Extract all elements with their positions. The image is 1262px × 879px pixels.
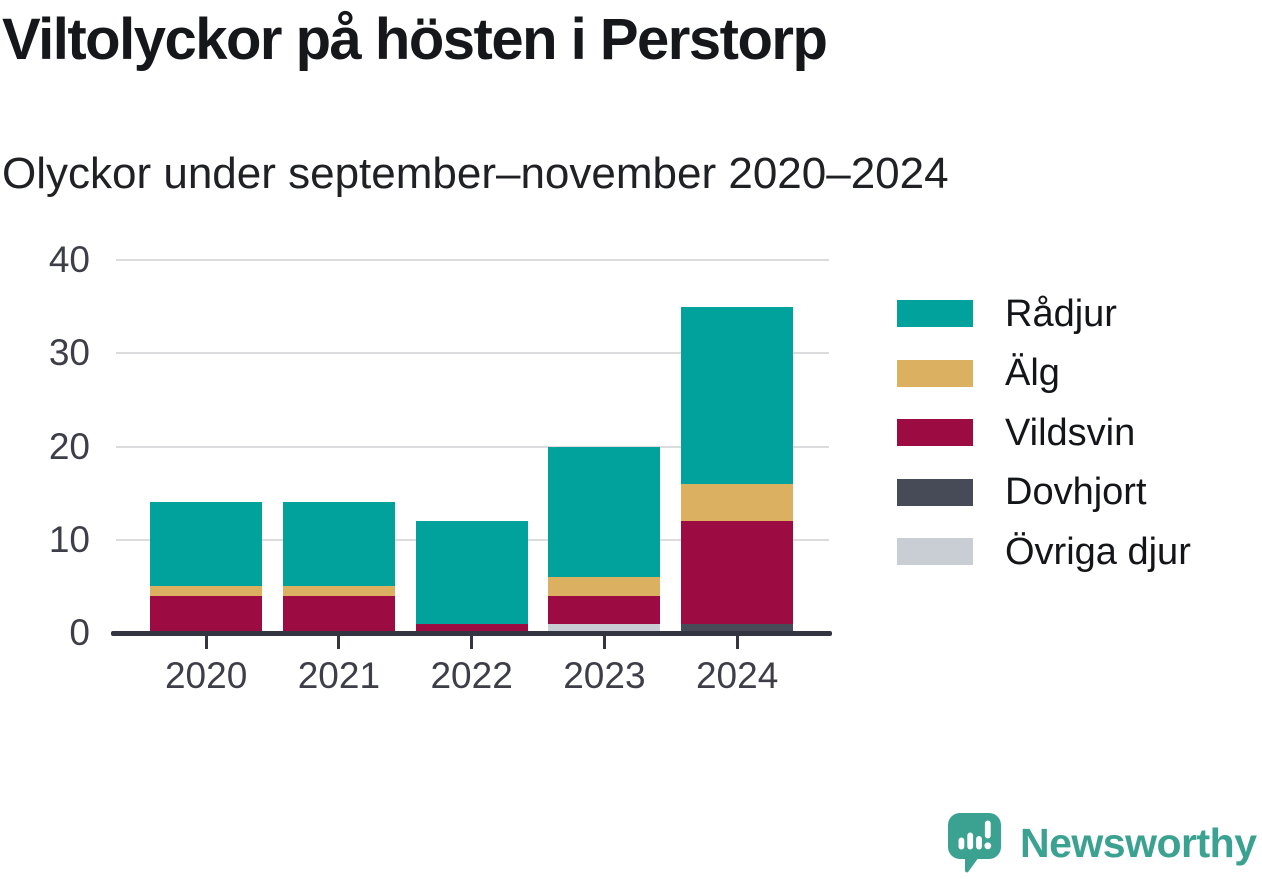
bar-2024-segment-Älg (681, 483, 793, 522)
bar-2020-segment-Vildsvin (150, 595, 262, 633)
x-tick-label-2024: 2024 (695, 655, 779, 696)
bar-2022 (415, 260, 528, 633)
bar-2020 (150, 260, 262, 633)
bar-2021-segment-Älg (282, 586, 395, 596)
x-tick-2022 (470, 636, 473, 649)
gridline-30 (116, 352, 829, 355)
y-tick-label-30: 30 (48, 332, 90, 374)
legend-item-Dovhjort: Dovhjort (897, 471, 1257, 513)
bar-2022-segment-Vildsvin (415, 623, 528, 633)
x-axis-line (111, 631, 832, 636)
bar-2023-segment-Älg (548, 577, 661, 596)
bar-2020-segment-Älg (150, 586, 262, 596)
legend-swatch-Rådjur (897, 300, 973, 327)
y-axis: 0 10 20 30 40 (0, 0, 90, 720)
x-tick-2020 (204, 636, 208, 649)
gridline-40 (116, 259, 829, 261)
plot-area (116, 259, 829, 633)
legend-item-Rådjur: Rådjur (897, 293, 1257, 335)
legend-label-Rådjur: Rådjur (1005, 292, 1117, 335)
legend-label-Älg: Älg (1005, 352, 1060, 394)
page-subtitle: Olyckor under september–november 2020–20… (2, 149, 949, 198)
gridline-20 (116, 445, 829, 448)
bar-2021-segment-Vildsvin (282, 595, 395, 633)
page-title: Viltolyckor på hösten i Perstorp (2, 7, 828, 72)
x-tick-2024 (735, 636, 739, 649)
y-tick-label-0: 0 (69, 612, 90, 653)
newsworthy-logo-icon (948, 813, 1001, 873)
y-tick-label-10: 10 (48, 518, 90, 560)
legend-label-Vildsvin: Vildsvin (1005, 411, 1136, 454)
bar-2023-segment-Vildsvin (548, 595, 661, 624)
legend-swatch-Dovhjort (897, 478, 973, 506)
legend: Rådjur Älg Vildsvin Dovhjort Övriga djur (897, 293, 1257, 610)
x-tick-2021 (337, 636, 341, 649)
legend-item-Vildsvin: Vildsvin (897, 412, 1257, 454)
y-tick-label-20: 20 (48, 425, 90, 467)
legend-item-Övriga djur: Övriga djur (897, 531, 1257, 573)
legend-label-Dovhjort: Dovhjort (1005, 471, 1147, 513)
bar-2023-segment-Rådjur (548, 446, 661, 578)
bar-2024-segment-Vildsvin (681, 521, 793, 624)
bar-2021-segment-Rådjur (282, 502, 395, 587)
bar-2024 (681, 260, 793, 633)
x-axis: 2020 2021 2022 2023 2024 (116, 636, 829, 706)
x-tick-label-2022: 2022 (430, 655, 513, 696)
y-tick-label-40: 40 (48, 239, 90, 280)
branding: Newsworthy (947, 811, 1257, 875)
legend-label-Övriga djur: Övriga djur (1005, 530, 1191, 573)
bar-2021 (282, 260, 395, 633)
bar-2023-segment-Övriga djur (548, 623, 661, 633)
bar-2020-segment-Rådjur (150, 502, 262, 587)
bar-2023 (548, 260, 661, 633)
legend-swatch-Vildsvin (897, 419, 973, 446)
bar-2022-segment-Rådjur (415, 521, 528, 624)
x-tick-label-2021: 2021 (297, 655, 381, 696)
legend-swatch-Övriga djur (897, 538, 973, 565)
brand-name: Newsworthy (1020, 819, 1257, 866)
x-tick-label-2020: 2020 (164, 655, 248, 696)
x-tick-2023 (602, 636, 606, 649)
x-tick-label-2023: 2023 (563, 655, 646, 696)
legend-item-Älg: Älg (897, 352, 1257, 394)
bar-2024-segment-Rådjur (681, 306, 793, 484)
legend-swatch-Älg (897, 359, 973, 387)
bar-2024-segment-Dovhjort (681, 623, 793, 633)
